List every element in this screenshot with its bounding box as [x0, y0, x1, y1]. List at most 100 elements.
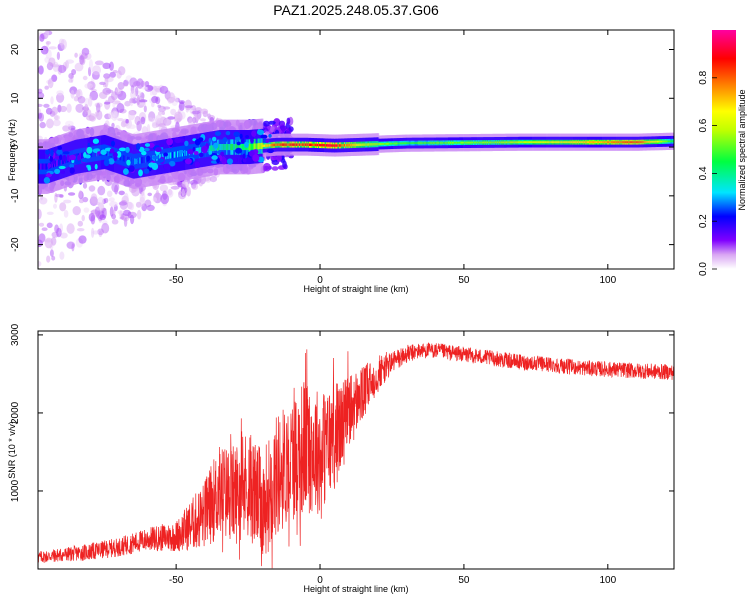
spectrogram-cell — [544, 141, 547, 144]
spectrogram-cell — [358, 143, 361, 147]
spectrogram-cell — [54, 168, 61, 174]
spectrogram-cell — [244, 141, 249, 148]
spectrogram-cell — [440, 141, 443, 144]
spectrogram-cell — [208, 137, 212, 143]
spectrogram-cell — [571, 141, 574, 144]
spectrogram-cell — [385, 142, 388, 145]
spectrogram-cell — [101, 222, 110, 234]
spectrogram-cell — [326, 144, 328, 147]
spectrogram-cell — [212, 136, 217, 142]
spectrogram-cell — [247, 144, 250, 151]
spectrogram-cell — [94, 60, 104, 66]
spectrogram-cell — [136, 143, 141, 151]
spectrogram-cell — [263, 144, 266, 147]
spectrogram-cell — [302, 143, 305, 146]
spectrogram-cell — [103, 159, 110, 167]
colorbar-gradient — [712, 30, 736, 269]
spectrogram-cell — [260, 134, 268, 139]
spectrogram-cell — [578, 141, 581, 144]
spectrogram-cell — [249, 150, 255, 157]
spectrogram-cell — [56, 149, 63, 155]
spectrogram-cell — [181, 150, 183, 157]
spectrogram-cell — [47, 163, 52, 169]
spectrogram-cell — [293, 143, 296, 146]
spectrogram-cell — [494, 141, 497, 144]
spectrogram-cell — [427, 142, 430, 144]
spectrogram-cell — [514, 141, 517, 144]
spectrogram-cell — [588, 141, 590, 144]
spectrogram-cell — [515, 141, 518, 144]
spectrogram-cell — [502, 141, 505, 144]
spectrogram-cell — [416, 142, 419, 144]
spectrogram-cell — [604, 141, 606, 144]
spectrogram-cell — [208, 145, 210, 152]
spectrogram-cell — [128, 110, 136, 121]
spectrogram-cell — [577, 141, 580, 144]
spectrogram-cell — [348, 143, 350, 147]
spectrogram-cell — [476, 141, 478, 144]
spectrogram-cell — [412, 142, 415, 144]
spectrogram-cell — [193, 151, 199, 155]
spectrogram-cell — [548, 141, 551, 144]
spectrogram-cell — [149, 155, 152, 162]
spectrogram-cell — [368, 143, 371, 146]
spectrogram-cell — [360, 143, 363, 146]
spectrogram-cell — [60, 158, 62, 165]
spectrogram-cell — [125, 119, 129, 124]
spectrogram-cell — [322, 143, 324, 147]
spectrogram-cell — [433, 142, 436, 144]
spectrogram-cell — [366, 143, 369, 146]
snr-x-axis-label: Height of straight line (km) — [303, 584, 408, 594]
spectrogram-cell — [144, 81, 150, 87]
snr-x-tick-label: 50 — [458, 575, 470, 586]
spectrogram-cell — [214, 131, 222, 137]
spectrogram-cell — [635, 141, 638, 144]
spectrogram-cell — [185, 105, 193, 109]
spectrogram-cell — [386, 142, 389, 145]
spectrogram-cell — [606, 141, 608, 144]
spectrogram-cell — [422, 142, 425, 144]
spectrogram-cell — [473, 141, 475, 144]
spectrogram-cell — [503, 141, 506, 144]
spectrogram-cell — [432, 142, 435, 144]
spectrogram-cell — [38, 208, 42, 220]
spectrogram-cell — [376, 142, 379, 146]
spectrogram-cell — [251, 143, 254, 150]
spectrogram-cell — [407, 142, 410, 145]
spectrogram-cell — [445, 141, 448, 144]
spectrogram-cell — [631, 141, 634, 144]
spectrogram-cell — [163, 153, 166, 160]
spectrogram-cell — [249, 143, 252, 150]
spectrogram-cell — [92, 150, 95, 157]
spectrogram-cell — [171, 152, 173, 159]
spectrogram-cell — [301, 143, 304, 146]
spectrogram-cell — [619, 141, 621, 144]
spectrogram-cell — [177, 151, 179, 158]
snr-x-tick-label: 100 — [599, 575, 616, 586]
spectrogram-cell — [493, 141, 496, 144]
spectrogram-cell — [174, 137, 182, 144]
spectrogram-cell — [139, 102, 147, 106]
spectrogram-cell — [633, 141, 636, 144]
spectrogram-cell — [278, 143, 281, 146]
spectrogram-cell — [199, 147, 201, 154]
spectrogram-x-axis-label: Height of straight line (km) — [303, 284, 408, 294]
spectrogram-cell — [527, 141, 530, 144]
spectrogram-cell — [136, 209, 142, 220]
spectrogram-cell — [419, 142, 422, 144]
spectrogram-cell — [112, 209, 116, 216]
spectrogram-cell — [283, 143, 286, 146]
spectrogram-cell — [66, 241, 76, 249]
spectrogram-cell — [155, 189, 160, 201]
spectrogram-cell — [545, 141, 548, 144]
spectrogram-cell — [137, 157, 140, 164]
spectrogram-cell — [648, 140, 651, 143]
spectrogram-cell — [158, 154, 161, 161]
spectrogram-cell — [662, 140, 665, 143]
spectrogram-cell — [532, 141, 535, 144]
spectrogram-cell — [234, 144, 237, 151]
spectrogram-cell — [81, 152, 84, 159]
spectrogram-cell — [507, 141, 510, 144]
spectrogram-cell — [406, 142, 409, 145]
spectrogram-cell — [388, 142, 391, 145]
